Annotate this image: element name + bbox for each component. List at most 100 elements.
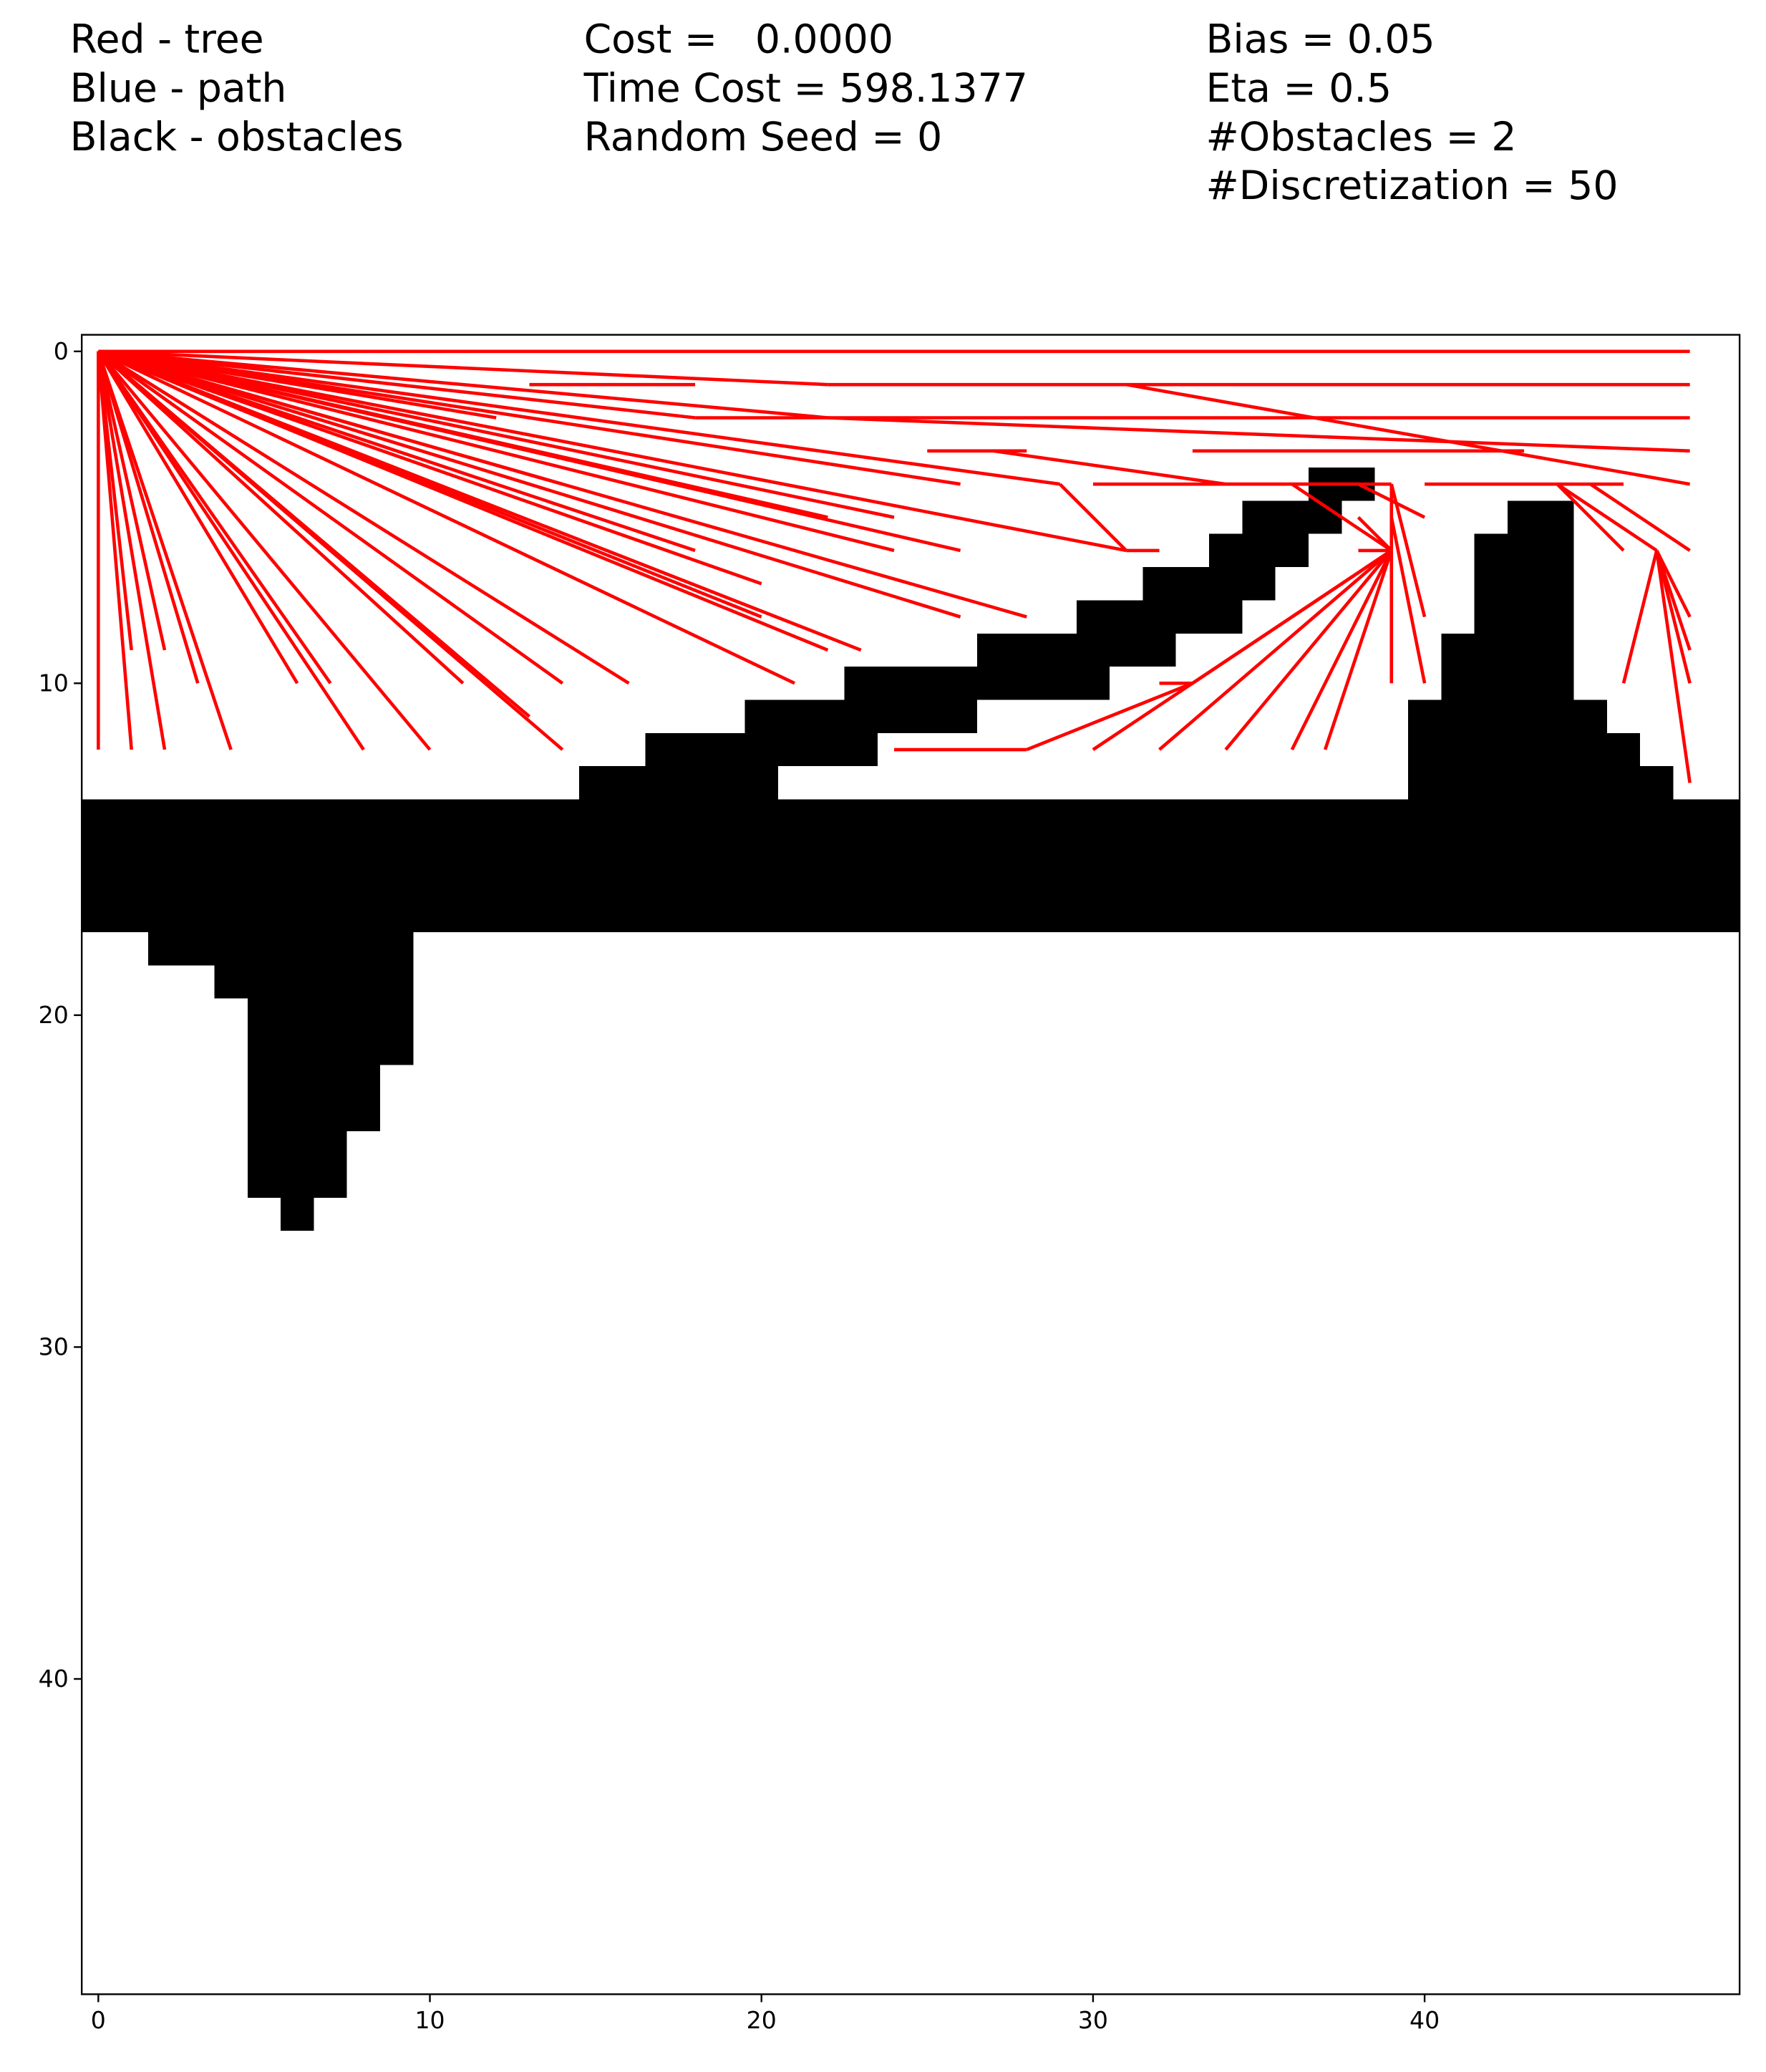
tree-edge — [993, 449, 1226, 486]
y-tick-label: 10 — [39, 669, 69, 697]
tree-edge — [1389, 517, 1427, 684]
y-tick-label: 30 — [39, 1332, 69, 1360]
annotation: #Obstacles = 2 — [1206, 115, 1517, 160]
obstacle — [578, 766, 778, 800]
tree-edge — [98, 349, 828, 387]
tree-edge — [97, 350, 432, 751]
tree-edge — [97, 349, 762, 586]
obstacle — [1441, 633, 1574, 667]
annotation: Random Seed = 0 — [584, 115, 943, 160]
tree-edge — [1621, 550, 1659, 684]
tree-edge — [1290, 549, 1393, 751]
tree-edge — [1556, 483, 1625, 552]
obstacle — [1407, 699, 1607, 733]
obstacle — [281, 1197, 314, 1231]
obstacle — [1407, 766, 1674, 800]
obstacle — [645, 732, 878, 767]
obstacle — [744, 699, 977, 733]
tree-edge — [97, 349, 630, 685]
obstacle — [1441, 667, 1574, 700]
annotation: Blue - path — [70, 66, 287, 112]
tree-edge — [97, 349, 895, 519]
tree-edge — [1556, 483, 1658, 552]
obstacle — [976, 633, 1176, 667]
tree-edge — [97, 351, 133, 750]
annotation: Eta = 0.5 — [1206, 66, 1392, 112]
tree-edge — [1125, 382, 1691, 486]
tree-edge — [97, 351, 133, 651]
tree-edge — [1158, 549, 1393, 751]
tree-edge — [97, 350, 365, 751]
tree-edge — [97, 349, 796, 685]
annotation: Time Cost = 598.1377 — [583, 66, 1028, 112]
tree-edge — [97, 351, 233, 750]
obstacle — [1142, 567, 1276, 601]
tree-edge — [98, 349, 1060, 486]
x-tick-label: 20 — [747, 2006, 777, 2034]
axes-frame — [80, 334, 1741, 1995]
y-tick-label: 20 — [39, 1001, 69, 1029]
obstacle — [247, 1131, 347, 1165]
tree-edge — [97, 349, 961, 619]
tree-edge — [97, 350, 332, 684]
obstacle — [247, 1065, 381, 1098]
obstacle — [1474, 567, 1574, 601]
tree-edge — [97, 349, 696, 553]
tree-edge — [1291, 549, 1393, 619]
tree-edge — [1026, 682, 1193, 752]
obstacle — [1407, 732, 1641, 767]
tree-edge — [1357, 483, 1426, 519]
annotation: #Discretization = 50 — [1206, 163, 1619, 209]
tree-edge — [97, 350, 299, 684]
tree-edge — [1589, 483, 1691, 552]
obstacle — [1474, 533, 1574, 568]
x-tick-label: 10 — [414, 2006, 445, 2034]
obstacle — [147, 932, 414, 966]
tree-edge — [1323, 550, 1393, 750]
tree-edge — [1058, 483, 1127, 552]
obstacle — [214, 965, 414, 999]
obstacle — [82, 899, 1740, 933]
tree-edge — [828, 416, 1690, 453]
y-tick-label: 0 — [54, 337, 69, 365]
obstacle — [1076, 600, 1243, 634]
tree-edge — [97, 349, 563, 486]
obstacle — [247, 1032, 414, 1065]
tree-edge — [97, 349, 862, 652]
tree-edge — [97, 351, 167, 750]
obstacle — [247, 1098, 381, 1132]
plot-area — [82, 334, 1740, 1995]
y-tick-label: 40 — [39, 1665, 69, 1693]
tree-edge — [97, 351, 167, 651]
tree-edge — [1655, 550, 1692, 783]
tree-edge — [97, 349, 829, 652]
tree-edge — [98, 349, 696, 420]
tree-edge — [1224, 549, 1393, 751]
tree-edge — [97, 349, 1127, 553]
obstacle — [247, 998, 414, 1032]
x-tick-label: 0 — [91, 2006, 106, 2034]
obstacle — [1209, 533, 1309, 568]
x-tick-label: 30 — [1078, 2006, 1108, 2034]
annotation: Bias = 0.05 — [1206, 17, 1435, 63]
x-tick-label: 40 — [1410, 2006, 1440, 2034]
annotation: Black - obstacles — [70, 115, 404, 160]
tree-edge — [97, 349, 564, 685]
annotation: Cost = 0.0000 — [584, 17, 893, 63]
tree-edge — [97, 350, 530, 718]
obstacle — [82, 832, 1740, 866]
tree-edge — [97, 349, 895, 553]
tree-edge — [1655, 550, 1692, 684]
tree-edge — [97, 351, 200, 684]
tree-edge — [97, 349, 828, 519]
tree-edge — [98, 349, 961, 486]
obstacle — [247, 1164, 347, 1198]
obstacle — [1507, 500, 1574, 534]
obstacle — [82, 799, 1740, 833]
obstacle — [82, 866, 1740, 899]
annotation: Red - tree — [70, 17, 264, 63]
tree-edge — [1655, 549, 1692, 618]
tree-edge — [1291, 483, 1393, 552]
